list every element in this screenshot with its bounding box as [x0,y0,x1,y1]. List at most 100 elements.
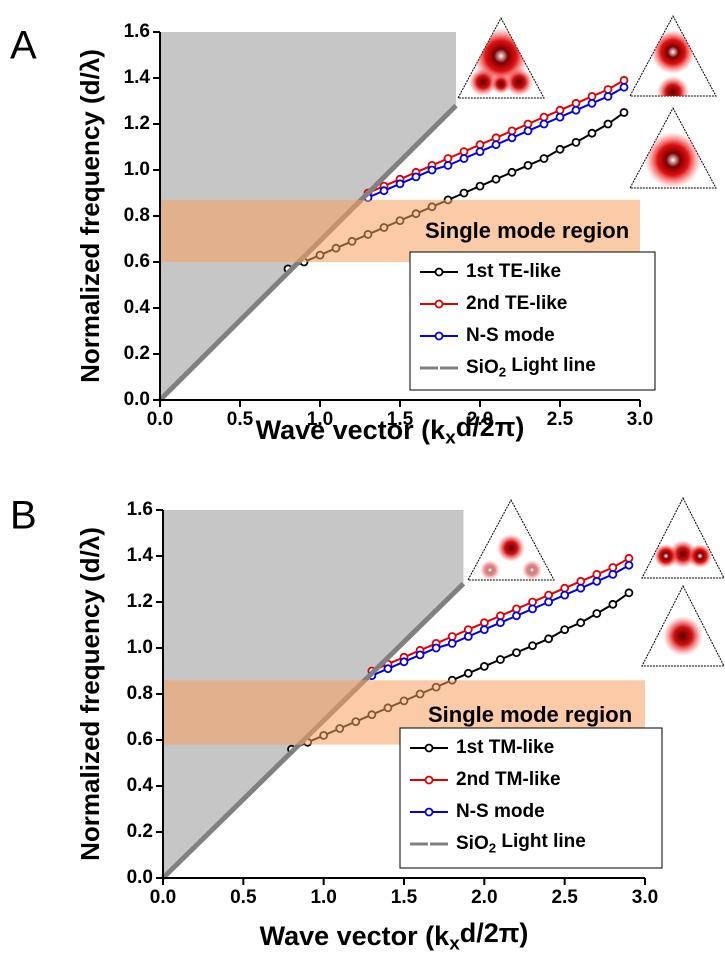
mode-insets [457,14,725,667]
marker [528,604,537,614]
marker [507,167,517,177]
marker [619,82,629,92]
legend-label: N-S mode [466,325,555,346]
subscript: 2 [499,364,506,379]
marker [475,147,485,157]
x-tick-label: 3.0 [627,409,653,430]
x-tick-label: 1.5 [387,409,414,430]
y-tick-label: 1.6 [124,21,150,42]
marker [619,75,629,85]
y-tick-label: 0.8 [127,683,153,704]
x-tick-label: 1.0 [310,887,336,908]
marker [539,112,549,122]
marker [576,583,586,593]
marker [463,632,473,641]
marker [539,119,549,129]
inset [467,498,555,581]
legend-marker [424,807,434,817]
x-axis-title: Wave vector (kxd/2π) [256,412,525,448]
legend-marker [424,743,434,753]
marker [608,563,618,572]
annotation: Single mode region [425,218,629,243]
marker [555,112,565,122]
legend-marker [434,331,444,341]
y-tick-label: 0.0 [127,867,153,888]
x-tick-label: 1.0 [307,409,333,430]
marker [624,588,634,598]
marker [560,590,570,600]
marker [447,639,457,648]
legend-label: SiO2 Light line [466,355,596,379]
inset [641,584,725,667]
marker [495,618,505,628]
marker [544,597,553,607]
marker [395,179,405,189]
y-tick-label: 1.0 [127,637,153,658]
inset [629,106,717,189]
marker [603,92,613,101]
marker [571,105,581,115]
legend-label: N-S mode [456,801,545,822]
y-tick-label: 0.4 [127,775,154,796]
marker [512,604,521,614]
y-tick-label: 1.2 [127,591,153,612]
marker [399,657,409,667]
marker [495,655,505,664]
legend-label: 2nd TE-like [466,293,567,314]
legend-label: SiO2 Light line [456,831,586,855]
x-tick-label: 2.0 [471,887,497,908]
marker [592,570,602,579]
inset [641,496,725,579]
y-tick-label: 0.4 [124,297,151,318]
marker [544,634,553,644]
marker [555,105,565,115]
legend-label: 1st TM-like [456,737,554,758]
text-part: d/2π) [456,412,525,442]
marker [491,174,501,184]
x-tick-label: 0.5 [227,409,254,430]
marker [523,119,533,129]
marker [512,611,521,621]
legend-label: 2nd TM-like [456,769,561,790]
x-tick-label: 0.0 [147,409,173,430]
marker [560,583,570,593]
marker [560,625,570,634]
legend-label: 1st TE-like [466,261,561,282]
x-tick-label: 2.5 [551,887,578,908]
y-tick-label: 1.4 [124,67,151,88]
x-tick-label: 2.0 [467,409,493,430]
marker [383,664,393,674]
marker [571,98,581,108]
y-axis-title: Normalized frequency (d/λ) [75,49,105,383]
marker [587,92,597,101]
y-tick-label: 1.2 [124,113,150,134]
marker [624,560,634,570]
marker [592,576,602,586]
text-part: Wave vector (k [260,921,451,951]
marker [539,154,549,163]
y-axis-title: Normalized frequency (d/λ) [75,527,105,861]
marker [479,618,489,628]
y-tick-label: 0.6 [127,729,153,750]
y-tick-label: 0.0 [124,389,150,410]
y-tick-label: 0.2 [124,343,150,364]
marker [523,126,533,136]
marker [431,643,441,653]
y-tick-label: 0.2 [127,821,153,842]
marker [576,618,586,628]
marker [491,140,501,150]
marker [587,128,597,138]
annotation: Single mode region [428,702,632,727]
legend-marker [434,267,444,277]
x-tick-label: 0.0 [150,887,176,908]
marker [528,641,537,651]
x-tick-label: 0.5 [230,887,257,908]
marker [544,590,553,600]
marker [411,172,421,182]
marker [528,597,537,607]
marker [619,108,629,117]
y-tick-label: 1.0 [124,159,150,180]
marker [379,186,389,196]
marker [512,648,521,657]
